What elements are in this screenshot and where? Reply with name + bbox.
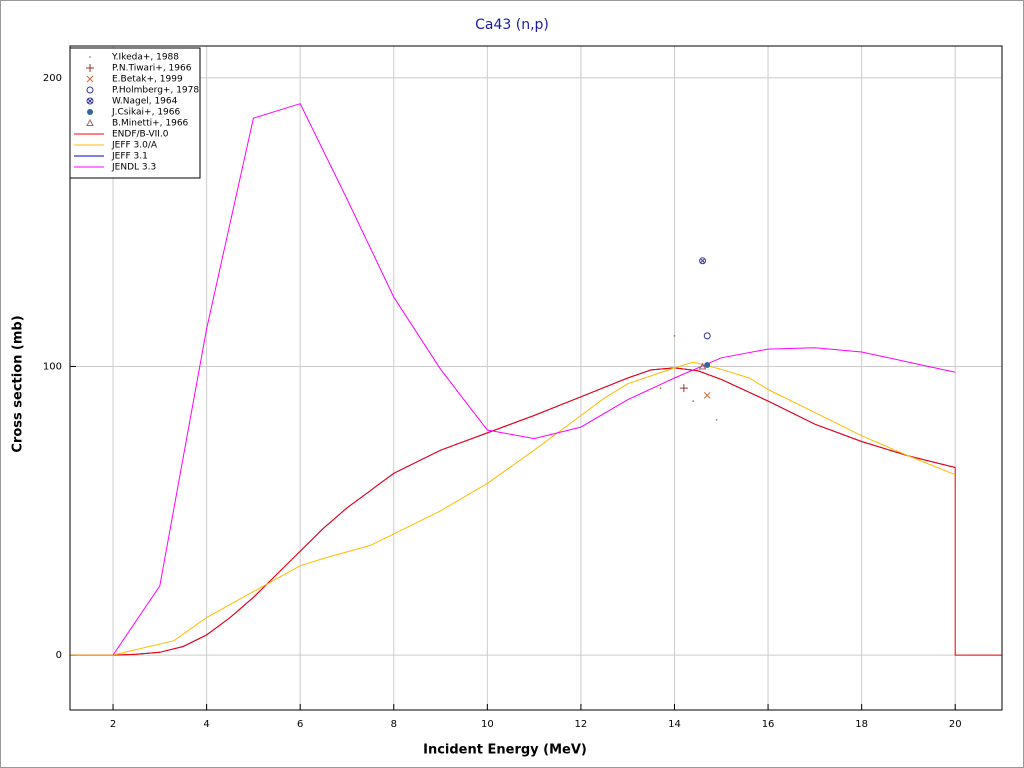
data-point (679, 384, 688, 393)
x-tick-label: 20 (949, 719, 962, 730)
data-point (698, 362, 707, 370)
legend-symbol (87, 109, 93, 115)
y-tick-label: 100 (43, 361, 62, 372)
y-tick-label: 0 (56, 650, 62, 661)
series-line (112, 103, 956, 656)
x-tick-label: 2 (110, 719, 116, 730)
data-point (715, 419, 718, 421)
x-axis-label: Incident Energy (MeV) (423, 743, 587, 758)
legend-label: JEFF 3.0/A (111, 141, 158, 151)
legend-symbol (86, 97, 94, 105)
data-point (692, 400, 695, 402)
legend-label: Y.Ikeda+, 1988 (111, 53, 179, 63)
data-point (703, 332, 711, 340)
legend-label: W.Nagel, 1964 (112, 97, 178, 107)
plot-frame (69, 45, 1003, 711)
legend-symbol (86, 118, 94, 126)
x-tick-label: 10 (481, 719, 494, 730)
legend-label: P.Holmberg+, 1978 (112, 86, 199, 96)
x-tick-label: 4 (203, 719, 209, 730)
legend-label: JENDL 3.3 (111, 163, 156, 173)
legend-label: B.Minetti+, 1966 (112, 119, 189, 129)
y-tick-label: 200 (43, 73, 62, 84)
legend-label: E.Betak+, 1999 (112, 75, 183, 85)
legend-label: J.Csikai+, 1966 (111, 108, 180, 118)
y-axis-label: Cross section (mb) (11, 315, 26, 452)
legend-symbol (86, 64, 94, 72)
x-tick-label: 14 (668, 719, 681, 730)
chart-title: Ca43 (n,p) (475, 17, 549, 33)
legend-label: JEFF 3.1 (111, 152, 148, 162)
legend-symbol (86, 75, 94, 83)
legend-symbol (86, 86, 94, 94)
data-point (704, 362, 711, 369)
x-tick-label: 18 (855, 719, 868, 730)
x-tick-label: 12 (575, 719, 588, 730)
plot-lines (70, 103, 1002, 656)
x-tick-label: 16 (762, 719, 775, 730)
legend-label: ENDF/B-VII.0 (112, 130, 169, 140)
legend-label: P.N.Tiwari+, 1966 (112, 64, 192, 74)
data-point (659, 387, 662, 389)
x-tick-label: 6 (297, 719, 303, 730)
x-tick-label: 8 (391, 719, 397, 730)
data-point (699, 257, 707, 265)
series-line (70, 367, 1002, 656)
data-point (703, 391, 711, 399)
legend-symbol (89, 56, 91, 58)
data-point (673, 335, 676, 337)
